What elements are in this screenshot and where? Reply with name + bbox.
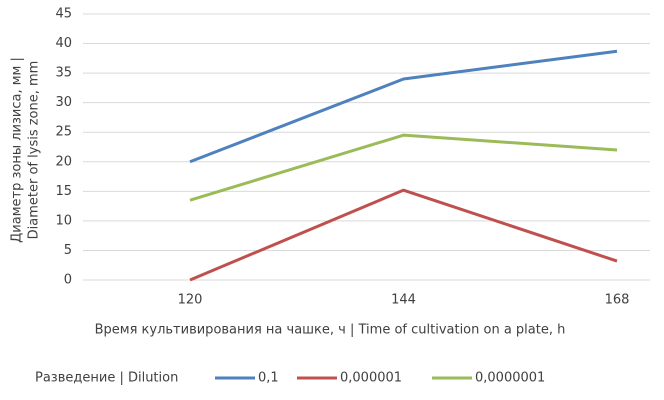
y-tick-label: 0	[64, 273, 72, 288]
y-tick-label: 40	[55, 36, 72, 51]
y-axis-label: Diameter of lysis zone, mm	[27, 61, 42, 240]
y-tick-label: 25	[55, 125, 72, 140]
y-tick-label: 45	[55, 7, 72, 22]
legend-label: 0,000001	[340, 371, 402, 386]
y-tick-label: 15	[55, 184, 72, 199]
legend-label: 0,0000001	[475, 371, 545, 386]
y-tick-label: 35	[55, 66, 72, 81]
y-tick-label: 5	[64, 243, 72, 258]
legend-title: Разведение | Dilution	[35, 371, 178, 386]
series-line	[189, 49, 618, 164]
y-axis-label: Диаметр зоны лизиса, мм |	[10, 57, 25, 243]
y-tick-label: 20	[55, 154, 72, 169]
x-tick-label: 144	[391, 293, 416, 308]
y-tick-label: 10	[55, 213, 72, 228]
x-axis-label: Время культивирования на чашке, ч | Time…	[95, 323, 566, 338]
x-tick-label: 120	[178, 293, 203, 308]
legend-label: 0,1	[258, 371, 279, 386]
x-tick-label: 168	[605, 293, 630, 308]
series-line	[189, 133, 618, 202]
y-tick-label: 30	[55, 95, 72, 110]
series-line	[189, 188, 618, 282]
